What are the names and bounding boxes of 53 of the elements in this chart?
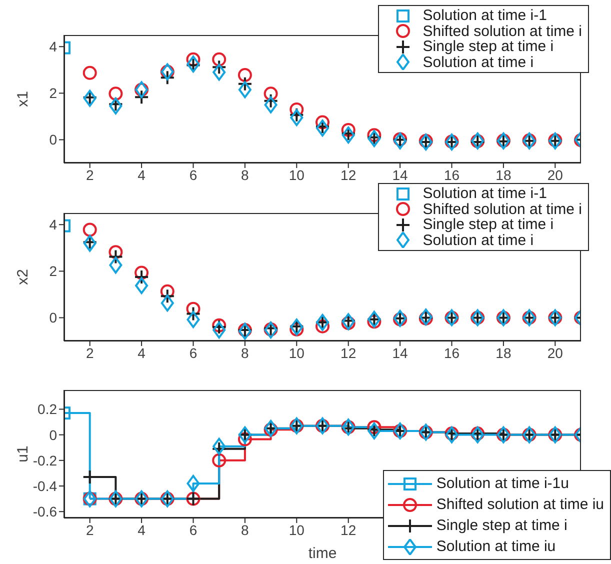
x-tick-label: 18 bbox=[496, 166, 512, 183]
x-axis-title: time bbox=[308, 545, 337, 562]
x-tick-label: 14 bbox=[392, 344, 408, 361]
legend-label: Solution at time i bbox=[422, 232, 534, 249]
y-tick-label: 0.2 bbox=[38, 401, 58, 418]
legend-label: Single step at time i bbox=[422, 216, 554, 234]
x-tick-label: 8 bbox=[241, 166, 250, 183]
x-tick-label: 8 bbox=[241, 522, 250, 538]
x-tick-label: 20 bbox=[547, 166, 564, 183]
x-tick-label: 12 bbox=[340, 166, 356, 183]
x-tick-label: 6 bbox=[189, 166, 198, 183]
x-tick-label: 10 bbox=[288, 344, 305, 361]
y-tick-label: 2 bbox=[49, 85, 58, 102]
x-tick-label: 18 bbox=[496, 344, 512, 361]
y-tick-label: 4 bbox=[49, 38, 58, 55]
legend-label: Single step at time i bbox=[422, 38, 554, 56]
y-tick-label: 4 bbox=[49, 216, 58, 233]
x-tick-label: 12 bbox=[340, 522, 356, 538]
x-tick-label: 12 bbox=[340, 344, 356, 361]
x-tick-label: 2 bbox=[86, 522, 94, 538]
y-tick-label: 0 bbox=[49, 310, 58, 326]
y-tick-label: -0.2 bbox=[32, 452, 58, 468]
legend-label: Solution at time i bbox=[422, 54, 534, 71]
x-tick-label: 2 bbox=[86, 344, 94, 361]
x-tick-label: 6 bbox=[189, 522, 198, 538]
y-tick-label: -0.4 bbox=[32, 478, 58, 494]
y-tick-label: 0 bbox=[49, 132, 58, 148]
y-axis-title: u1 bbox=[14, 446, 32, 462]
y-tick-label: 2 bbox=[49, 263, 58, 280]
x-tick-label: 16 bbox=[444, 166, 460, 183]
legend-label: Solution at time i-1 bbox=[422, 185, 547, 202]
y-tick-label: 0 bbox=[49, 426, 58, 443]
y-tick-label: -0.6 bbox=[32, 504, 58, 520]
legend-label: Shifted solution at time iu bbox=[436, 496, 604, 513]
legend-label: Solution at time i-1u bbox=[436, 475, 569, 492]
x-tick-label: 20 bbox=[547, 344, 564, 361]
x-tick-label: 4 bbox=[138, 522, 146, 538]
x-tick-label: 4 bbox=[138, 344, 146, 361]
x-tick-label: 14 bbox=[392, 166, 408, 183]
legend-label: Solution at time i-1 bbox=[422, 7, 547, 24]
legend-label: Shifted solution at time i bbox=[422, 200, 582, 218]
x-tick-label: 16 bbox=[444, 344, 460, 361]
legend-label: Shifted solution at time i bbox=[422, 22, 582, 40]
legend-label: Solution at time iu bbox=[436, 538, 556, 555]
x-tick-label: 10 bbox=[288, 522, 305, 538]
legend-label: Single step at time i bbox=[436, 517, 568, 534]
x-tick-label: 6 bbox=[189, 344, 198, 361]
x-tick-label: 4 bbox=[138, 166, 146, 183]
x-tick-label: 8 bbox=[241, 344, 250, 361]
y-axis-title: x1 bbox=[14, 91, 32, 107]
y-axis-title: x2 bbox=[14, 269, 32, 285]
x-tick-label: 2 bbox=[86, 166, 94, 183]
x-tick-label: 10 bbox=[288, 166, 305, 183]
